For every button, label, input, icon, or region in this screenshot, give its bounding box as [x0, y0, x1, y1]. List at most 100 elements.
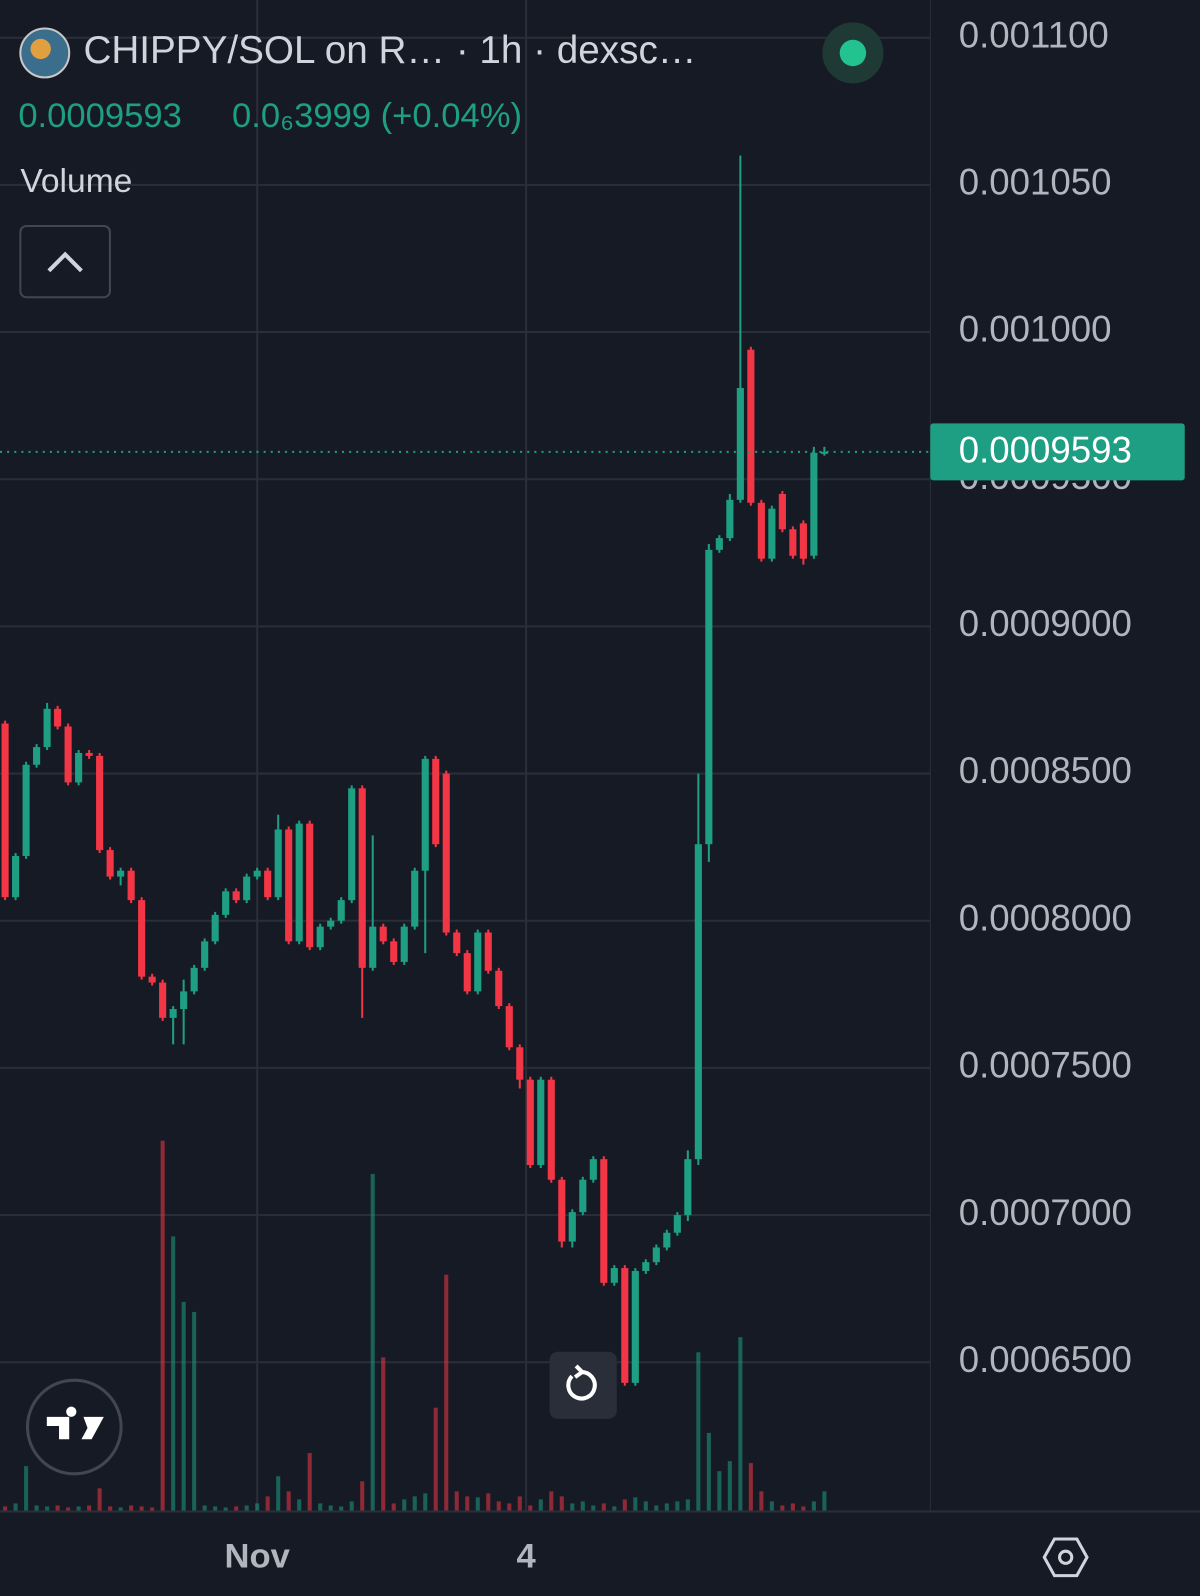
- volume-bar: [34, 1505, 39, 1512]
- candle-body: [484, 932, 492, 971]
- y-tick-label: 0.001000: [959, 309, 1112, 350]
- candle-body: [96, 755, 104, 851]
- candle-body: [274, 829, 282, 898]
- x-tick-label: Nov: [225, 1537, 291, 1575]
- settings-icon[interactable]: [1042, 1537, 1089, 1578]
- volume-bar: [811, 1501, 816, 1512]
- volume-bar: [412, 1496, 417, 1512]
- collapse-button-frame[interactable]: [19, 224, 111, 299]
- volume-bar: [370, 1173, 375, 1512]
- volume-bar: [139, 1506, 144, 1512]
- volume-label: Volume: [20, 163, 132, 200]
- x-tick-label: 4: [516, 1537, 536, 1575]
- volume-bar: [696, 1352, 701, 1512]
- volume-bar: [307, 1453, 312, 1512]
- candle-body: [64, 726, 72, 783]
- candle-body: [652, 1247, 660, 1263]
- collapse-button[interactable]: [19, 224, 111, 299]
- y-tick-label: 0.0008000: [959, 897, 1132, 938]
- volume-bar: [181, 1301, 186, 1512]
- candle-body: [526, 1079, 534, 1166]
- candle-body: [232, 891, 240, 901]
- volume-bar: [517, 1496, 522, 1512]
- volume-bar: [654, 1505, 659, 1512]
- candle-body: [474, 932, 482, 992]
- candle-body: [505, 1006, 513, 1048]
- candle-body: [631, 1271, 639, 1383]
- axis-layer: 0.0011000.0010500.0010000.00095000.00090…: [0, 14, 1185, 1575]
- volume-bar: [171, 1236, 176, 1512]
- candle-body: [568, 1212, 576, 1242]
- volume-bar: [748, 1463, 753, 1512]
- volume-bar: [496, 1501, 501, 1512]
- volume-bar: [622, 1499, 627, 1512]
- volume-bar: [643, 1501, 648, 1512]
- volume-bar: [24, 1466, 29, 1512]
- collapse-icon: [47, 251, 83, 273]
- candle-body: [43, 708, 51, 748]
- volume-bar: [276, 1476, 281, 1512]
- candle-body: [642, 1262, 650, 1272]
- volume-bar: [223, 1507, 228, 1512]
- candle-body: [75, 752, 83, 783]
- candle-body: [768, 508, 776, 559]
- reset-button-frame[interactable]: [549, 1351, 617, 1419]
- volume-bar: [528, 1505, 533, 1512]
- chart-title: CHIPPY/SOL on R… · 1h · dexsc…: [83, 29, 696, 72]
- candle-body: [369, 926, 377, 968]
- candle-body: [190, 967, 198, 992]
- y-tick-label: 0.0009000: [959, 603, 1132, 644]
- volume-bar: [55, 1505, 60, 1512]
- candle-body: [799, 523, 807, 559]
- candle-body: [432, 758, 440, 845]
- candle-body: [537, 1079, 545, 1166]
- candle-body: [337, 900, 345, 921]
- candle-body: [348, 788, 356, 901]
- y-tick-label: 0.0008500: [959, 750, 1132, 791]
- logo-mark: [46, 1406, 104, 1440]
- y-tick-label: 0.001100: [959, 14, 1109, 55]
- volume-bar: [559, 1496, 564, 1512]
- candle-body: [820, 451, 828, 454]
- candle-body: [747, 349, 755, 503]
- candle-body: [778, 493, 786, 530]
- volume-bar: [286, 1491, 291, 1512]
- candle-body: [222, 891, 230, 915]
- volume-bar: [612, 1506, 617, 1512]
- reset-button[interactable]: [549, 1351, 617, 1419]
- candle-body: [358, 788, 366, 968]
- volume-bar: [801, 1506, 806, 1512]
- tradingview-logo[interactable]: [25, 1378, 123, 1476]
- volume-bar: [591, 1505, 596, 1512]
- volume-bar: [475, 1497, 480, 1512]
- volume-bar: [675, 1501, 680, 1512]
- volume-bar: [192, 1311, 197, 1512]
- candle-body: [169, 1009, 177, 1018]
- reset-icon-arrow: [573, 1364, 586, 1379]
- volume-bar: [423, 1493, 428, 1512]
- candle-body: [621, 1268, 629, 1383]
- volume-bar: [780, 1505, 785, 1512]
- candle-body: [421, 758, 429, 871]
- y-tick-label: 0.001050: [959, 162, 1112, 203]
- settings-button[interactable]: [1042, 1537, 1089, 1578]
- volume-bar: [118, 1507, 123, 1512]
- candle-body: [390, 941, 398, 962]
- candle-body: [285, 829, 293, 942]
- candle-body: [306, 823, 314, 948]
- volume-bar: [150, 1507, 155, 1512]
- volume-bar: [790, 1503, 795, 1512]
- logo-circle[interactable]: [25, 1378, 123, 1476]
- status-dot: [839, 39, 867, 67]
- volume-bar: [759, 1491, 764, 1512]
- candle-body: [789, 529, 797, 556]
- volume-bar: [433, 1407, 438, 1512]
- candle-body: [684, 1159, 692, 1216]
- candle-body: [1, 723, 9, 898]
- grid: [0, 0, 931, 1512]
- volume-bar: [202, 1505, 207, 1512]
- candle-body: [127, 870, 135, 901]
- candle-body: [579, 1179, 587, 1213]
- volume-bar: [297, 1499, 302, 1512]
- candle-body: [736, 387, 744, 500]
